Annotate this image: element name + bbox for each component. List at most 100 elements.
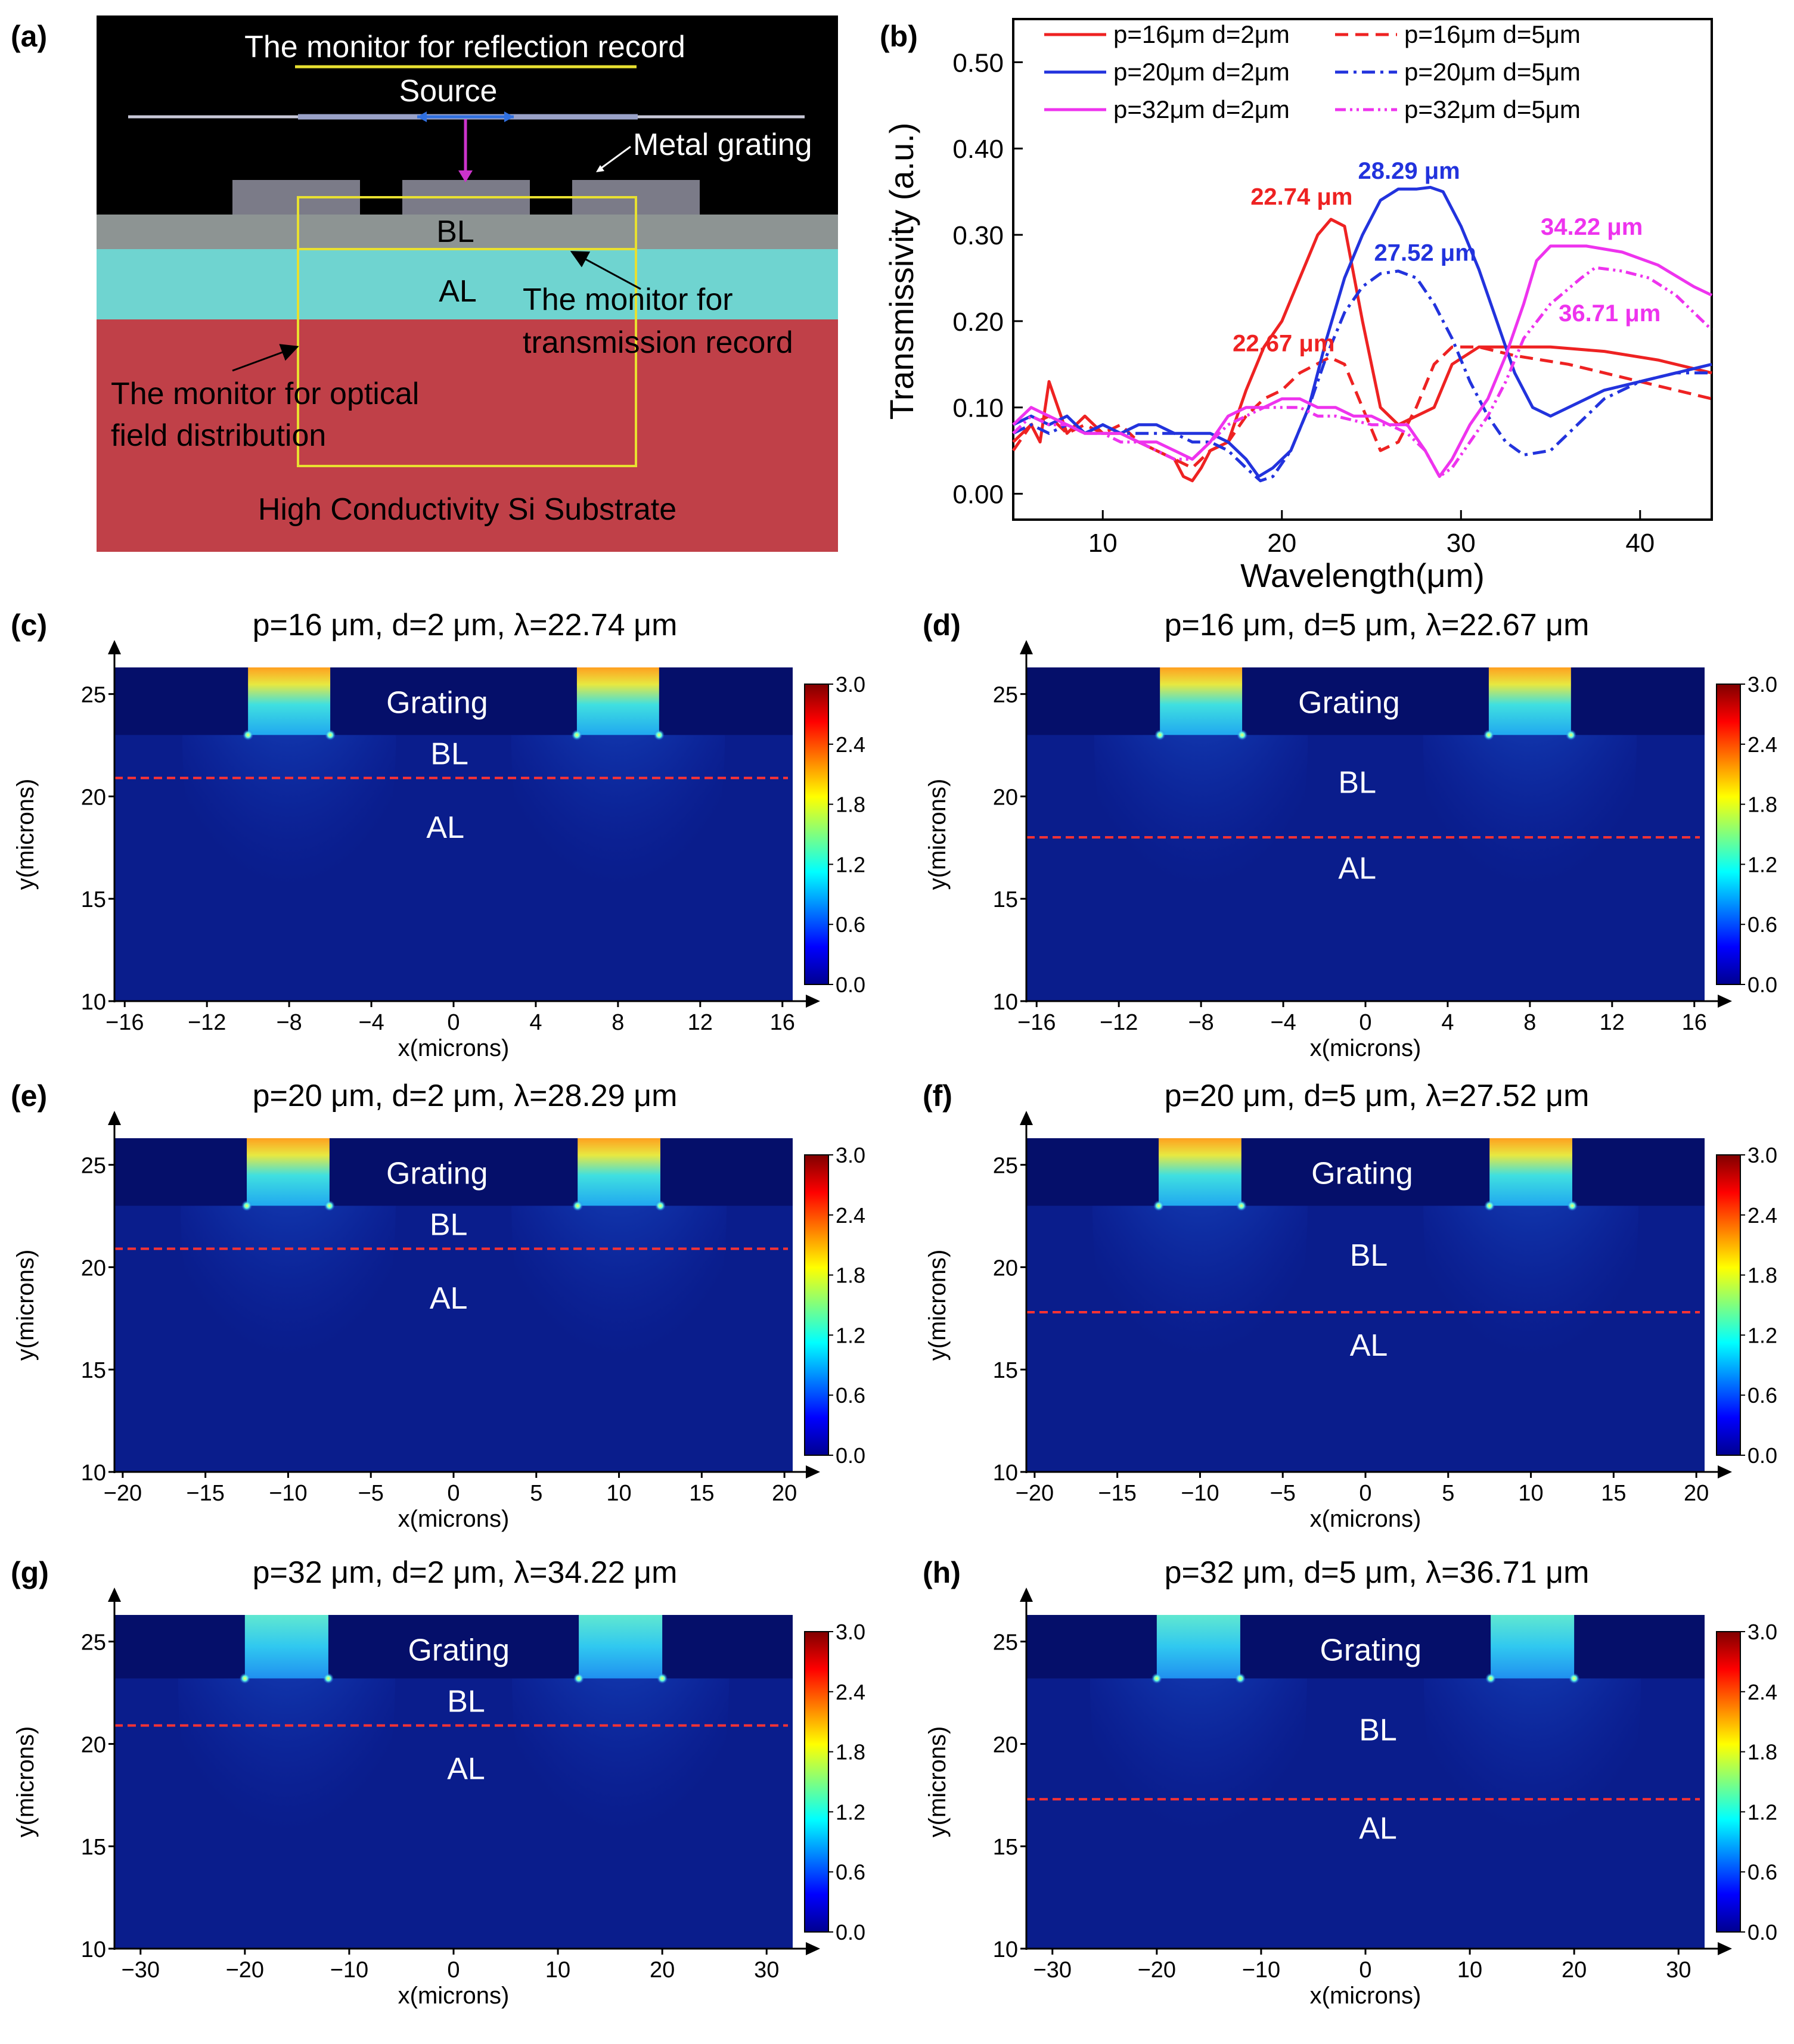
region-label-grating: Grating bbox=[1311, 1156, 1413, 1191]
x-tick-label: −20 bbox=[1138, 1958, 1176, 1983]
region-label-grating: Grating bbox=[1320, 1633, 1421, 1667]
region-label-bl: BL bbox=[430, 737, 468, 771]
y-axis-arrow bbox=[1020, 1588, 1033, 1602]
y-tick-label: 20 bbox=[993, 1732, 1018, 1757]
region-label-al: AL bbox=[1350, 1328, 1388, 1363]
edge-hotspot bbox=[322, 1673, 334, 1684]
transmitted-field-glow bbox=[1090, 1615, 1307, 1936]
heatmap bbox=[114, 1615, 793, 1949]
x-tick-label: −5 bbox=[358, 1481, 384, 1506]
grating-metal bbox=[114, 1615, 793, 1679]
grating-metal bbox=[114, 1138, 793, 1206]
grating-slit bbox=[1491, 1615, 1575, 1679]
x-tick-label: 30 bbox=[1447, 529, 1476, 558]
x-axis-label: x(microns) bbox=[1310, 1983, 1421, 2009]
x-tick-label: 4 bbox=[1441, 1010, 1454, 1035]
edge-hotspot bbox=[573, 1673, 585, 1684]
peak-annotation: 28.29 μm bbox=[1358, 158, 1460, 184]
bl-label: BL bbox=[436, 215, 474, 249]
colorbar-tick-label: 1.8 bbox=[836, 793, 865, 817]
optical-monitor-pointer bbox=[232, 344, 299, 372]
x-axis-arrow bbox=[1718, 995, 1732, 1008]
x-tick-label: 8 bbox=[1523, 1010, 1536, 1035]
panel-label: (g) bbox=[11, 1556, 49, 1589]
y-tick-label: 15 bbox=[81, 887, 106, 912]
x-tick-label: −16 bbox=[1017, 1010, 1056, 1035]
region-label-bl: BL bbox=[1338, 765, 1376, 800]
y-tick-label: 10 bbox=[81, 990, 106, 1015]
edge-hotspot bbox=[1151, 1673, 1162, 1684]
x-tick-label: 0 bbox=[1359, 1958, 1371, 1983]
edge-hotspot bbox=[654, 1200, 666, 1212]
legend-label: p=20μm d=5μm bbox=[1404, 58, 1581, 86]
y-tick-label: 20 bbox=[81, 1256, 106, 1281]
series-line-5 bbox=[1012, 266, 1713, 479]
region-label-bl: BL bbox=[447, 1684, 485, 1719]
substrate-layer bbox=[97, 319, 838, 552]
x-tick-label: 10 bbox=[1088, 529, 1118, 558]
x-tick-label: 30 bbox=[754, 1958, 779, 1983]
x-tick-label: −15 bbox=[186, 1481, 224, 1506]
field-panel-d: (d) p=16 μm, d=5 μm, λ=22.67 μm Grating BL A… bbox=[923, 608, 1777, 1061]
panel-label: (h) bbox=[923, 1556, 961, 1589]
edge-hotspot bbox=[1236, 1200, 1247, 1212]
transmission-monitor-pointer bbox=[570, 251, 641, 290]
colorbar-tick-label: 1.8 bbox=[1748, 1740, 1777, 1765]
transmitted-field-glow bbox=[512, 1615, 730, 1936]
colorbar-tick-label: 0.0 bbox=[1748, 1443, 1777, 1468]
y-axis-arrow bbox=[108, 1588, 121, 1602]
edge-hotspot bbox=[325, 729, 336, 741]
x-tick-label: 12 bbox=[1600, 1010, 1625, 1035]
x-tick-label: −10 bbox=[1181, 1481, 1219, 1506]
edge-hotspot bbox=[239, 1673, 250, 1684]
edge-hotspot bbox=[1485, 1673, 1497, 1684]
colorbar-tick-label: 1.2 bbox=[1748, 1323, 1777, 1347]
colorbar-tick-label: 2.4 bbox=[836, 1203, 865, 1228]
y-tick-label: 15 bbox=[993, 887, 1018, 912]
panel-title: p=32 μm, d=2 μm, λ=34.22 μm bbox=[253, 1555, 678, 1590]
y-tick-label: 15 bbox=[81, 1835, 106, 1860]
heatmap bbox=[1026, 667, 1705, 1001]
edge-hotspot bbox=[241, 1200, 253, 1212]
x-axis-arrow bbox=[1718, 1465, 1732, 1478]
colorbar-tick-label: 3.0 bbox=[1748, 1143, 1777, 1167]
region-label-grating: Grating bbox=[386, 1156, 488, 1191]
edge-hotspot bbox=[571, 729, 582, 741]
metal-grating-pointer bbox=[599, 145, 631, 170]
transmitted-field-glow bbox=[181, 1138, 396, 1459]
colorbar-tick-label: 3.0 bbox=[836, 1620, 865, 1644]
colorbar-tick-label: 1.8 bbox=[836, 1740, 865, 1765]
region-label-al: AL bbox=[1359, 1811, 1397, 1846]
al-label: AL bbox=[439, 274, 477, 309]
edge-hotspot bbox=[653, 729, 665, 741]
field-panel-e: (e) p=20 μm, d=2 μm, λ=28.29 μm Grating BL A… bbox=[11, 1079, 865, 1532]
y-tick-label: 25 bbox=[993, 683, 1018, 708]
grating-slit bbox=[579, 1615, 663, 1679]
x-tick-label: −15 bbox=[1098, 1481, 1136, 1506]
y-tick-label: 0.10 bbox=[952, 394, 1004, 423]
x-axis-arrow bbox=[806, 1465, 820, 1478]
panel-label: (c) bbox=[11, 608, 47, 642]
edge-hotspot bbox=[1566, 1200, 1578, 1212]
y-tick-label: 10 bbox=[81, 1461, 106, 1486]
grating-metal bbox=[1026, 667, 1705, 735]
x-tick-label: 0 bbox=[447, 1958, 460, 1983]
y-tick-label: 25 bbox=[81, 1630, 106, 1655]
panel-title: p=20 μm, d=2 μm, λ=28.29 μm bbox=[253, 1079, 678, 1113]
transmission-monitor-label-1: The monitor for bbox=[523, 282, 733, 317]
region-label-bl: BL bbox=[1359, 1713, 1397, 1747]
x-tick-label: 0 bbox=[447, 1481, 460, 1506]
y-axis-arrow bbox=[1020, 1111, 1033, 1125]
region-label-al: AL bbox=[1338, 852, 1376, 886]
colorbar-tick-label: 1.8 bbox=[1748, 793, 1777, 817]
y-axis-label: y(microns) bbox=[924, 1250, 951, 1361]
colorbar-tick-label: 0.6 bbox=[836, 1860, 865, 1884]
x-tick-label: −10 bbox=[330, 1958, 368, 1983]
x-tick-label: 10 bbox=[1518, 1481, 1543, 1506]
x-tick-label: 20 bbox=[650, 1958, 675, 1983]
region-label-al: AL bbox=[447, 1752, 485, 1787]
colorbar-tick-label: 2.4 bbox=[1748, 1680, 1777, 1704]
x-tick-label: 0 bbox=[1359, 1481, 1371, 1506]
y-tick-label: 15 bbox=[993, 1835, 1018, 1860]
